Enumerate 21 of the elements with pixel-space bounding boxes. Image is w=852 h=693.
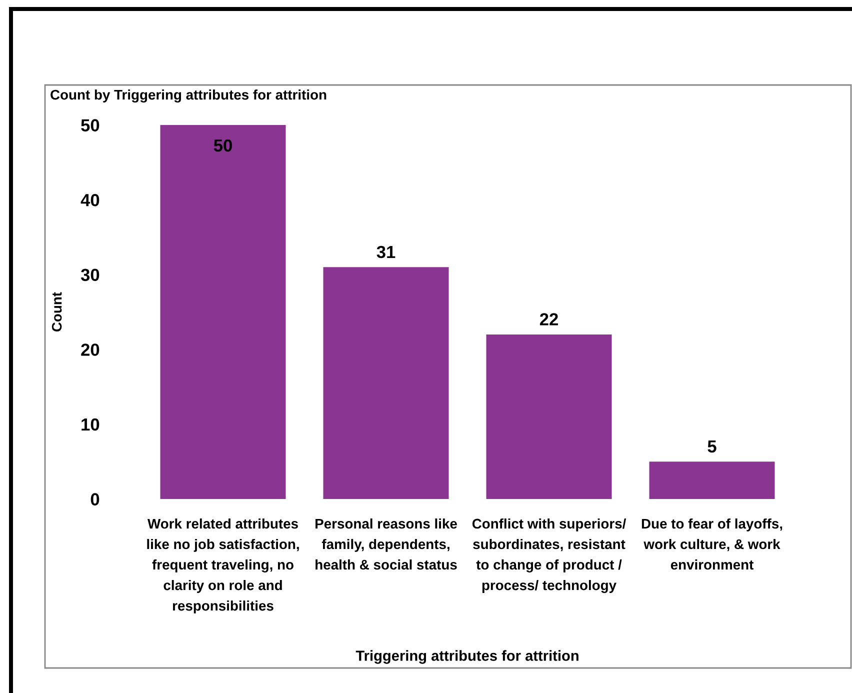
data-label: 22 <box>540 313 558 326</box>
x-axis-title: Triggering attributes for attrition <box>356 650 578 664</box>
chart-title: Count by Triggering attributes for attrition <box>50 89 326 103</box>
x-tick-label: Due to fear of layoffs, work culture, & work environment <box>642 518 782 570</box>
y-tick-label: 10 <box>82 418 100 431</box>
x-tick-label: Personal reasons like family, dependents, health & social status <box>316 518 457 570</box>
data-label: 31 <box>376 246 396 258</box>
y-tick-label: 30 <box>80 268 100 282</box>
y-tick-label: 50 <box>81 119 100 132</box>
x-tick-label: Conflict with superiors/ subordinates, resistant to change of product / process/ technology <box>472 518 626 593</box>
data-label: 50 <box>214 139 232 152</box>
y-tick-label: 0 <box>90 493 100 506</box>
bar <box>160 125 286 499</box>
x-tick-label: Work related attributes like no job satisfaction, frequent traveling, no clarity on role and responsibilities <box>147 518 299 614</box>
data-label: 5 <box>708 440 716 453</box>
y-axis-title: Count <box>52 292 62 332</box>
bar <box>323 267 449 499</box>
bar <box>486 334 612 499</box>
y-tick-label: 20 <box>81 344 100 356</box>
bar <box>649 462 775 499</box>
y-tick-label: 40 <box>80 194 100 206</box>
